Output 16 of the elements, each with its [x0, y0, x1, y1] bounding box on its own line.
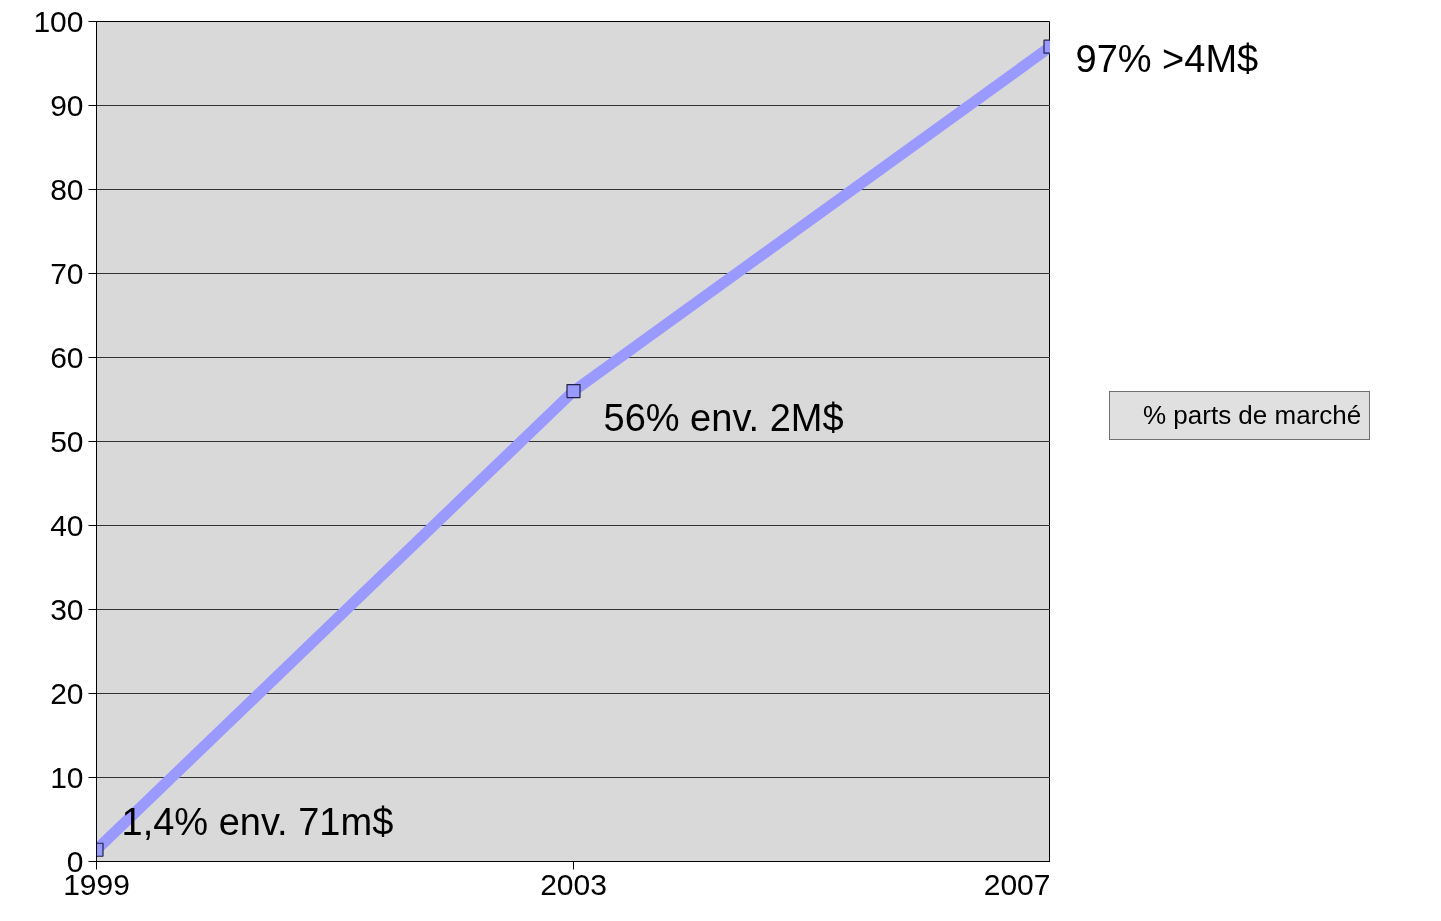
data-label: 97% >4M$	[1075, 37, 1259, 80]
text: % parts de marché	[1143, 400, 1362, 431]
y-tick-label: 80	[50, 172, 84, 206]
data-label: 1,4% env. 71m$	[121, 800, 394, 843]
y-tick-label: 10	[50, 760, 84, 794]
y-tick-label: 90	[50, 88, 84, 122]
y-tick-label: 60	[50, 340, 84, 374]
x-tick-label: 2003	[540, 867, 607, 901]
y-tick-label: 40	[50, 508, 84, 542]
data-label: 56% env. 2M$	[603, 397, 844, 440]
y-tick-label: 100	[33, 4, 84, 38]
y-tick-label: 70	[50, 256, 84, 290]
x-tick-label: 2007	[983, 867, 1051, 901]
y-tick-label: 50	[50, 424, 84, 458]
y-tick-label: 30	[50, 592, 84, 626]
y-tick-label: 20	[50, 676, 84, 710]
